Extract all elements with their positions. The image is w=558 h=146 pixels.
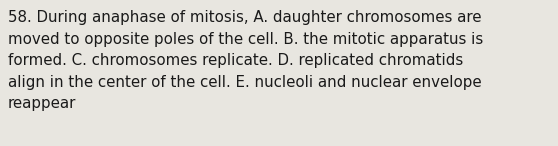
Text: 58. During anaphase of mitosis, A. daughter chromosomes are
moved to opposite po: 58. During anaphase of mitosis, A. daugh… — [8, 10, 483, 111]
